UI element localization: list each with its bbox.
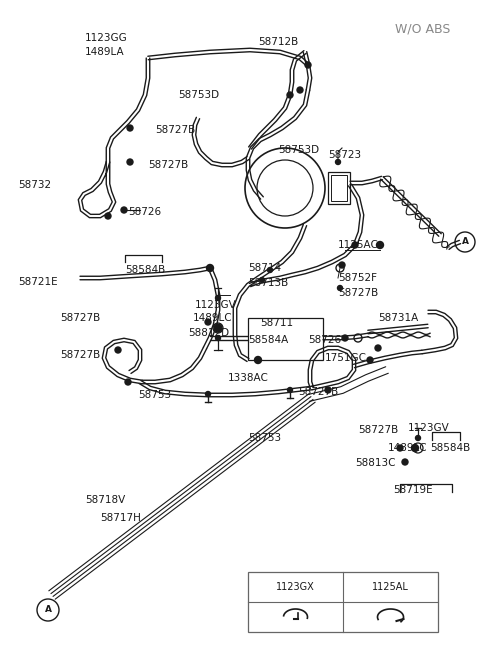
Text: 1489LC: 1489LC [193, 313, 233, 323]
Circle shape [336, 160, 340, 164]
Text: 58753D: 58753D [178, 90, 219, 100]
Circle shape [105, 213, 111, 219]
Circle shape [305, 62, 311, 68]
Text: 1751GC: 1751GC [325, 353, 367, 363]
Text: 58718V: 58718V [85, 495, 125, 505]
Text: 58727B: 58727B [358, 425, 398, 435]
Circle shape [376, 242, 384, 248]
Text: A: A [45, 605, 51, 614]
Text: 58714: 58714 [248, 263, 281, 273]
Text: 58727B: 58727B [298, 387, 338, 397]
Text: 1123GG: 1123GG [85, 33, 128, 43]
Circle shape [375, 345, 381, 351]
Text: 1125AL: 1125AL [372, 582, 409, 592]
Circle shape [216, 295, 220, 301]
Circle shape [214, 324, 222, 332]
Text: 58713B: 58713B [248, 278, 288, 288]
Text: 58812D: 58812D [188, 328, 229, 338]
Text: 58719E: 58719E [393, 485, 432, 495]
Circle shape [342, 335, 348, 341]
Text: 58726: 58726 [308, 335, 341, 345]
Circle shape [367, 357, 373, 363]
Text: 58752F: 58752F [338, 273, 377, 283]
Circle shape [337, 286, 343, 291]
Circle shape [127, 125, 133, 131]
Text: 58727B: 58727B [155, 125, 195, 135]
Text: 1489LA: 1489LA [85, 47, 125, 57]
Text: 1489LC: 1489LC [388, 443, 428, 453]
Text: 1125AC: 1125AC [338, 240, 379, 250]
Text: 58727B: 58727B [338, 288, 378, 298]
Circle shape [402, 459, 408, 465]
Text: 58717H: 58717H [100, 513, 141, 523]
Text: 58727B: 58727B [60, 350, 100, 360]
Circle shape [205, 392, 211, 396]
Text: 58753: 58753 [138, 390, 171, 400]
Circle shape [267, 267, 273, 272]
Text: 58753D: 58753D [278, 145, 319, 155]
Text: 58727B: 58727B [60, 313, 100, 323]
Text: 58726: 58726 [128, 207, 161, 217]
Circle shape [115, 347, 121, 353]
Text: 58712B: 58712B [258, 37, 298, 47]
Circle shape [288, 388, 292, 392]
Text: 1338AC: 1338AC [228, 373, 269, 383]
Text: 58731A: 58731A [378, 313, 418, 323]
Circle shape [121, 207, 127, 213]
Text: 58813C: 58813C [355, 458, 396, 468]
Circle shape [206, 265, 214, 272]
Text: 58753: 58753 [248, 433, 281, 443]
Circle shape [260, 278, 264, 282]
Text: 58723: 58723 [328, 150, 361, 160]
Text: W/O ABS: W/O ABS [395, 22, 450, 35]
Circle shape [416, 436, 420, 441]
Circle shape [125, 379, 131, 385]
Text: 58721E: 58721E [18, 277, 58, 287]
Text: 58727B: 58727B [148, 160, 188, 170]
Text: 58584A: 58584A [248, 335, 288, 345]
Circle shape [397, 445, 403, 451]
Circle shape [325, 387, 331, 393]
Text: 1123GX: 1123GX [276, 582, 315, 592]
Text: 58711: 58711 [260, 318, 293, 328]
Text: A: A [461, 238, 468, 246]
Text: 1123GV: 1123GV [195, 300, 237, 310]
Text: 58584B: 58584B [430, 443, 470, 453]
Text: 58732: 58732 [18, 180, 51, 190]
Circle shape [205, 319, 211, 325]
Circle shape [297, 87, 303, 93]
Circle shape [411, 445, 419, 451]
Circle shape [339, 262, 345, 268]
Text: 1123GV: 1123GV [408, 423, 450, 433]
Circle shape [216, 335, 220, 341]
Text: 58584B: 58584B [125, 265, 165, 275]
Circle shape [287, 92, 293, 98]
Circle shape [254, 356, 262, 364]
Circle shape [352, 242, 358, 248]
Circle shape [127, 159, 133, 165]
